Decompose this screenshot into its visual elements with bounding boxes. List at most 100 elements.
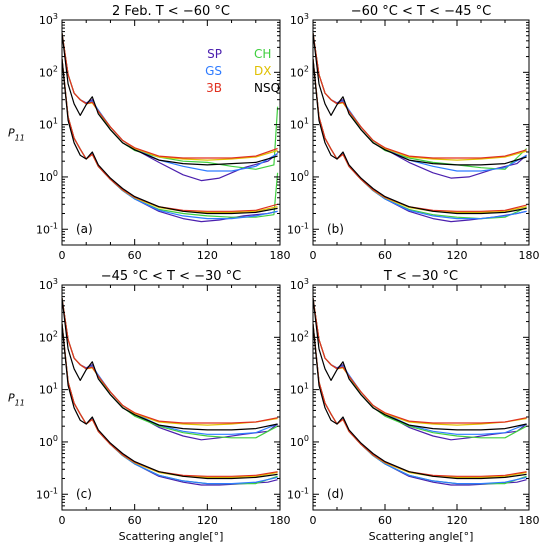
legend: SP CH GS DX 3B NSQ (205, 47, 280, 95)
x-tick-label: 180 (270, 249, 291, 262)
series-line-dx-lower (313, 58, 527, 213)
panel-title: −60 °C < T < −45 °C (351, 4, 492, 19)
x-tick-label: 180 (270, 514, 291, 527)
series-line-3b-lower (62, 58, 278, 212)
series-line-nsq-upper (62, 298, 278, 431)
series-line-dx-upper (62, 298, 278, 426)
y-tick-label: 103 (39, 12, 58, 27)
series-line-dx-upper (313, 298, 527, 426)
y-tick-label: 101 (290, 117, 309, 132)
series-line-dx-upper (313, 33, 527, 161)
series-line-3b-lower (313, 323, 527, 477)
series-line-nsq-lower (313, 58, 527, 215)
series-line-dx-lower (62, 58, 278, 213)
panel-title: 2 Feb. T < −60 °C (112, 4, 230, 19)
panel-tag: (b) (327, 222, 344, 236)
x-tick-label: 120 (197, 249, 218, 262)
series-line-sp-lower (313, 58, 527, 223)
x-tick-label: 120 (447, 514, 468, 527)
x-tick-label: 60 (378, 249, 392, 262)
y-tick-label: 100 (39, 434, 58, 449)
panel-title: T < −30 °C (383, 269, 458, 284)
x-tick-label: 120 (447, 249, 468, 262)
panel-tag: (c) (76, 487, 92, 501)
x-axis-label: Scattering angle[°] (369, 530, 474, 543)
panel-tag: (a) (76, 222, 93, 236)
x-tick-label: 180 (519, 514, 540, 527)
series-line-nsq-lower (313, 323, 527, 480)
y-tick-label: 103 (290, 277, 309, 292)
y-tick-label: 102 (39, 64, 58, 79)
series-line-nsq-upper (313, 298, 527, 431)
x-tick-label: 60 (128, 249, 142, 262)
legend-entry-ch: CH (254, 47, 271, 61)
series-line-nsq-lower (62, 58, 278, 215)
upper-curve-group (313, 33, 528, 179)
upper-curve-group (313, 298, 527, 441)
series-line-3b-upper (62, 33, 278, 159)
lower-curve-group (313, 58, 527, 223)
panel-b: 0 60 120 180 10-1 100 101 102 103 −60 °C < T < −4… (287, 4, 539, 262)
series-line-nsq-upper (62, 33, 278, 166)
legend-entry-dx: DX (254, 64, 271, 78)
series-line-3b-upper (313, 33, 527, 159)
panel-title: −45 °C < T < −30 °C (101, 269, 242, 284)
y-tick-label: 103 (39, 277, 58, 292)
series-line-nsq-lower (62, 323, 278, 480)
y-axis-label: P11 (8, 127, 25, 143)
legend-entry-3b: 3B (206, 81, 222, 95)
upper-curve-group (62, 298, 278, 441)
series-line-ch-lower (313, 323, 527, 485)
series-line-dx-lower (62, 323, 278, 478)
lower-curve-group (62, 323, 278, 486)
series-line-3b-lower (313, 58, 527, 212)
y-tick-label: 100 (39, 169, 58, 184)
y-tick-label: 10-1 (287, 486, 309, 501)
panel-tag: (d) (327, 487, 344, 501)
y-tick-label: 102 (290, 64, 309, 79)
y-tick-label: 10-1 (36, 486, 58, 501)
y-axis-label: P11 (8, 392, 25, 408)
series-line-gs-lower (62, 58, 278, 220)
panel-a: 0 60 120 180 10-1 100 101 102 103 2 Feb. T < −60 … (8, 4, 291, 262)
x-tick-label: 0 (310, 514, 317, 527)
lower-curve-group (62, 58, 279, 223)
series-line-gs-lower (313, 323, 527, 485)
x-tick-label: 0 (310, 249, 317, 262)
series-line-dx-upper (62, 33, 278, 161)
x-tick-label: 60 (128, 514, 142, 527)
y-tick-label: 101 (39, 382, 58, 397)
x-tick-label: 60 (378, 514, 392, 527)
legend-entry-gs: GS (205, 64, 222, 78)
series-line-3b-upper (313, 298, 527, 424)
legend-entry-sp: SP (207, 47, 222, 61)
series-line-dx-lower (313, 323, 527, 478)
upper-curve-group (62, 33, 279, 182)
y-tick-label: 100 (290, 434, 309, 449)
y-tick-label: 10-1 (287, 221, 309, 236)
series-line-sp-lower (62, 58, 278, 223)
y-tick-label: 102 (39, 329, 58, 344)
y-tick-label: 100 (290, 169, 309, 184)
series-line-ch-lower (62, 58, 279, 218)
series-line-sp-lower (62, 323, 278, 486)
y-tick-label: 103 (290, 12, 309, 27)
x-tick-label: 0 (59, 249, 66, 262)
y-tick-label: 102 (290, 329, 309, 344)
series-line-sp-lower (313, 323, 527, 486)
legend-entry-nsq: NSQ (254, 81, 280, 95)
series-line-3b-upper (62, 298, 278, 424)
x-axis-label: Scattering angle[°] (119, 530, 224, 543)
series-line-gs-lower (313, 58, 527, 220)
series-line-ch-lower (313, 58, 527, 220)
lower-curve-group (313, 323, 527, 486)
series-line-ch-lower (62, 323, 278, 485)
series-line-3b-lower (62, 323, 278, 477)
y-tick-label: 10-1 (36, 221, 58, 236)
x-tick-label: 180 (519, 249, 540, 262)
series-line-gs-lower (62, 323, 278, 485)
x-tick-label: 120 (197, 514, 218, 527)
panel-c: 0 60 120 180 10-1 100 101 102 103 −45 °C < T < −3… (8, 269, 291, 543)
x-tick-label: 0 (59, 514, 66, 527)
